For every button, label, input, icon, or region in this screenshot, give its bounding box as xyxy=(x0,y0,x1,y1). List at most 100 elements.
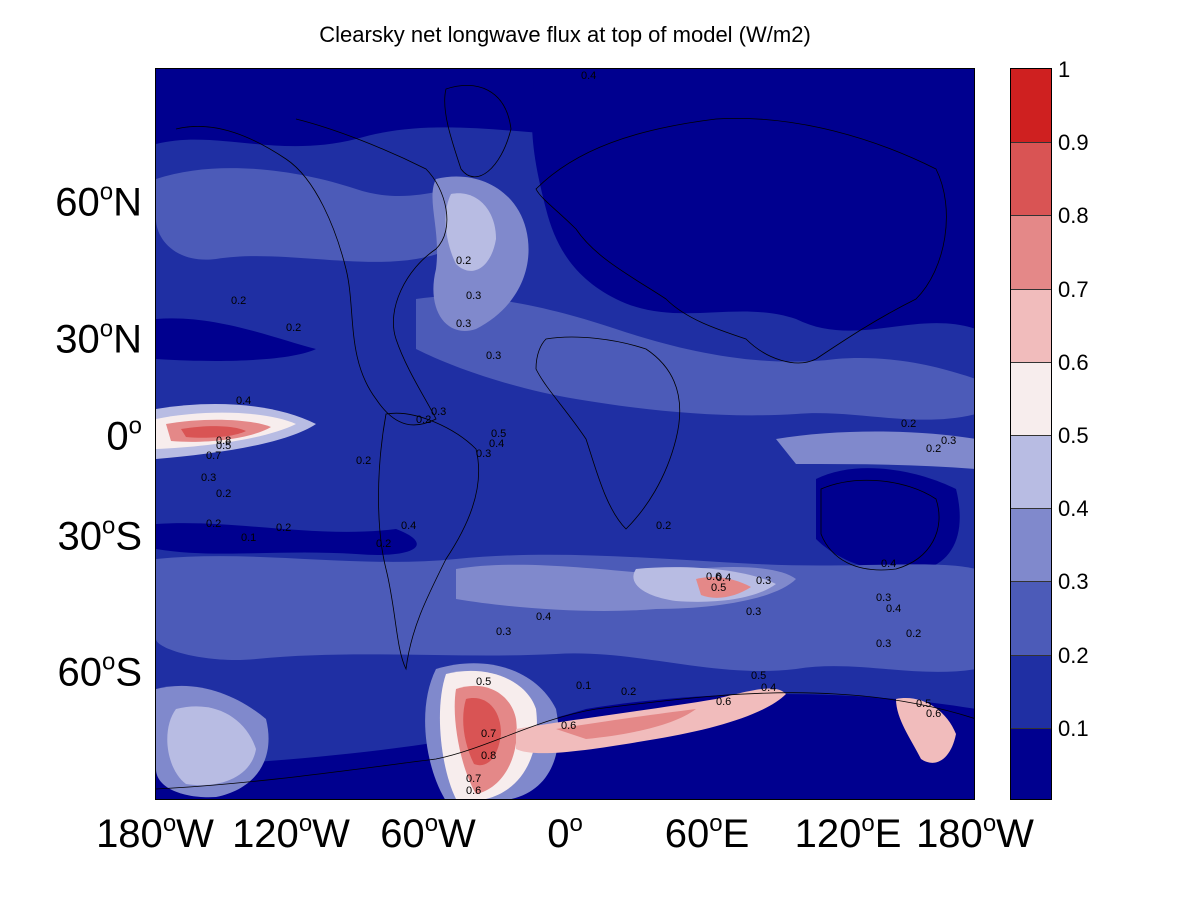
contour-label: 0.2 xyxy=(906,628,921,640)
colorbar-label: 0.6 xyxy=(1058,349,1089,375)
coastline-greenland xyxy=(444,85,512,178)
contour-label: 0.6 xyxy=(466,785,481,797)
x-tick-label: 60oW xyxy=(380,810,476,856)
contour-label: 0.3 xyxy=(496,626,511,638)
contour-label: 0.6 xyxy=(561,720,576,732)
coastline-south-america xyxy=(378,412,480,671)
colorbar-segment xyxy=(1011,69,1051,143)
contour-label: 0.3 xyxy=(756,575,771,587)
contour-label: 0.3 xyxy=(746,606,761,618)
contour-label: 0.4 xyxy=(886,603,901,615)
contour-label: 0.2 xyxy=(621,686,636,698)
contour-label: 0.3 xyxy=(941,435,956,447)
colorbar xyxy=(1010,68,1052,800)
band-subtropics-n xyxy=(156,318,316,361)
colorbar-label: 0.1 xyxy=(1058,715,1089,741)
x-tick-label: 180oW xyxy=(96,810,214,856)
contour-label: 0.3 xyxy=(876,638,891,650)
colorbar-label: 0.4 xyxy=(1058,496,1089,522)
colorbar-segment xyxy=(1011,434,1051,509)
colorbar-label: 0.5 xyxy=(1058,423,1089,448)
contour-label: 0.1 xyxy=(576,680,591,692)
contour-label: 0.5 xyxy=(216,440,231,452)
contour-label: 0.8 xyxy=(481,750,496,762)
contour-label: 0.2 xyxy=(926,443,941,455)
colorbar-label: 0.8 xyxy=(1058,203,1089,229)
contour-label: 0.7 xyxy=(481,728,496,740)
contour-label: 0.2 xyxy=(901,418,916,430)
coastline-antarctica xyxy=(156,692,974,790)
contour-label: 0.4 xyxy=(236,395,251,407)
y-tick-label: 0o xyxy=(106,412,142,459)
contour-label: 0.3 xyxy=(456,318,471,330)
band-0.4-0.5-a xyxy=(445,193,496,271)
contour-label: 0.6 xyxy=(926,708,941,720)
contour-label: 0.5 xyxy=(916,698,931,710)
colorbar-label: 0.3 xyxy=(1058,569,1089,595)
x-tick-label: 180oW xyxy=(916,810,1034,856)
band-australia xyxy=(816,468,960,572)
contour-label: 0.2 xyxy=(416,414,431,426)
coastline-eurasia xyxy=(535,118,947,364)
band-0.4-0.5-c xyxy=(167,706,256,786)
contour-label: 0.2 xyxy=(456,255,471,267)
contour-label: 0.5 xyxy=(711,582,726,594)
y-tick-label: 60oS xyxy=(57,648,142,695)
contour-label: 0.2 xyxy=(656,520,671,532)
colorbar-segment xyxy=(1011,654,1051,728)
contour-label: 0.2 xyxy=(231,295,246,307)
band-southern-red-core xyxy=(556,709,696,739)
y-tick-label: 30oN xyxy=(55,315,142,362)
contour-label: 0.6 xyxy=(706,571,721,583)
map-title: Clearsky net longwave flux at top of mod… xyxy=(319,22,811,47)
contour-label: 0.2 xyxy=(216,488,231,500)
contour-label: 0.3 xyxy=(486,350,501,362)
contour-label: 0.1 xyxy=(241,532,256,544)
contour-label: 0.4 xyxy=(761,682,776,694)
contour-label: 0.5 xyxy=(491,428,506,440)
contour-label: 0.4 xyxy=(536,611,551,623)
x-tick-label: 0o xyxy=(547,810,583,856)
contour-label: 0.3 xyxy=(431,406,446,418)
band-0.3-0.4-c xyxy=(776,431,974,469)
band-0.8-0.9-eq xyxy=(181,426,246,438)
coastlines xyxy=(156,85,974,790)
contour-label: 0.4 xyxy=(401,520,416,532)
y-tick-label: 30oS xyxy=(57,512,142,559)
x-tick-label: 60oE xyxy=(664,810,750,856)
colorbar-segment xyxy=(1011,508,1051,582)
band-ross xyxy=(896,698,956,763)
band-0.2-0.3-a xyxy=(156,168,497,262)
colorbar-segment xyxy=(1011,361,1051,435)
colorbar-segment xyxy=(1011,581,1051,655)
colorbar-label: 0.7 xyxy=(1058,276,1089,302)
contour-label: 0.4 xyxy=(581,70,596,82)
colorbar-label: 1 xyxy=(1058,57,1071,82)
colorbar-label: 0.2 xyxy=(1058,642,1089,668)
contour-label: 0.3 xyxy=(876,592,891,604)
coastline-australia xyxy=(820,479,940,571)
colorbar-label: 0.9 xyxy=(1058,130,1089,156)
contour-label: 0.2 xyxy=(206,518,221,530)
band-south-pacific xyxy=(156,523,417,555)
contour-label: 0.7 xyxy=(466,773,481,785)
x-tick-label: 120oW xyxy=(232,810,350,856)
contour-label: 0.3 xyxy=(476,448,491,460)
contour-label: 0.3 xyxy=(201,472,216,484)
x-tick-label: 120oE xyxy=(794,810,902,856)
coastline-north-america xyxy=(175,118,448,426)
contour-label: 0.5 xyxy=(476,676,491,688)
contour-label: 0.8 xyxy=(216,435,231,447)
contour-label: 0.3 xyxy=(466,290,481,302)
band-kerguelen xyxy=(696,576,751,598)
contour-label: 0.4 xyxy=(489,438,504,450)
flux-map: 0.40.30.20.20.2 0.30.30.40.80.70.50.30.20… xyxy=(156,69,974,799)
contour-label: 0.2 xyxy=(276,522,291,534)
contour-label: 0.2 xyxy=(356,455,371,467)
contour-label: 0.5 xyxy=(751,670,766,682)
colorbar-segment xyxy=(1011,215,1051,289)
contour-label: 0.6 xyxy=(716,696,731,708)
contour-label: 0.2 xyxy=(376,538,391,550)
map-plot-area: 0.4 0.3 0.2 0.2 0.2 0.3 0.3 0.4 0.8 0.7 0.5 0.3 0.2 0… xyxy=(155,68,975,800)
band-0.2-0.3-b xyxy=(416,296,974,420)
